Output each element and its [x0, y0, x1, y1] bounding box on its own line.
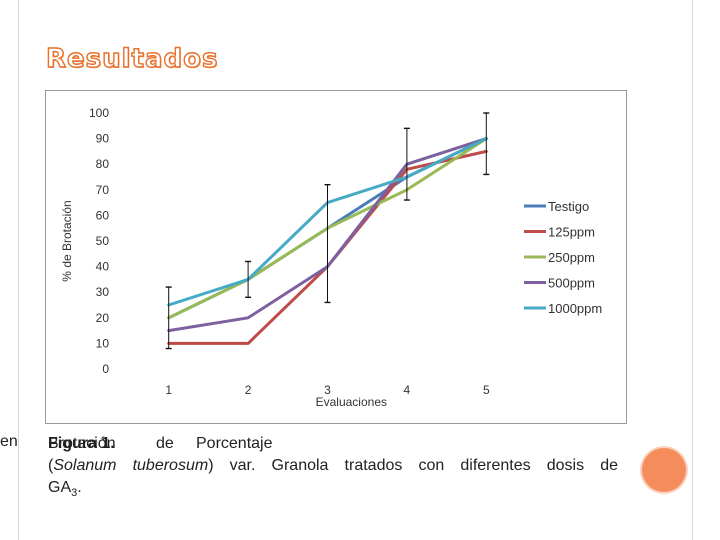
caption-ga-subscript: 3	[71, 487, 78, 500]
y-tick-label: 0	[102, 362, 109, 376]
caption-line-2: (Solanum tuberosum) var. Granola tratado…	[48, 455, 618, 477]
right-margin-rule	[692, 0, 693, 540]
legend-label-125ppm: 125ppm	[548, 225, 595, 240]
legend-label-testigo: Testigo	[548, 199, 589, 214]
y-tick-label: 50	[96, 234, 110, 248]
y-axis-label: % de Brotación	[60, 200, 74, 281]
slide-title: Resultados	[45, 43, 219, 74]
caption-word-brotacion: Brotación	[48, 435, 116, 452]
x-tick-label: 1	[165, 383, 172, 397]
caption-word-de: de	[156, 435, 174, 452]
chart-frame: 0 10 20 30 40 50 60 70 80 90 100 1 2 3 4 5 Evaluaciones%…	[45, 90, 627, 424]
x-tick-label: 5	[483, 383, 490, 397]
x-axis-label: Evaluaciones	[316, 395, 387, 409]
figure-caption: Brotación Figura 1. de Porcentaje (Solan…	[48, 433, 618, 504]
caption-word-porcentaje: Porcentaje	[196, 435, 273, 452]
line-chart: 0 10 20 30 40 50 60 70 80 90 100 1 2 3 4 5 Evaluaciones%…	[60, 106, 602, 409]
y-tick-label: 40	[96, 260, 110, 274]
x-tick-label: 2	[245, 383, 252, 397]
decorative-orange-circle	[642, 448, 686, 492]
x-tick-label: 3	[324, 383, 331, 397]
y-tick-label: 60	[96, 208, 110, 222]
x-tick-label: 4	[404, 383, 411, 397]
y-tick-label: 90	[96, 132, 110, 146]
y-tick-label: 30	[96, 285, 110, 299]
legend-label-250ppm: 250ppm	[548, 250, 595, 265]
legend-label-1000ppm: 1000ppm	[548, 301, 602, 316]
caption-line-3: GA3.	[48, 477, 618, 504]
caption-line-1: Brotación Figura 1. de Porcentaje	[48, 433, 618, 455]
y-tick-label: 80	[96, 157, 110, 171]
legend-label-500ppm: 500ppm	[548, 276, 595, 291]
y-tick-label: 20	[96, 311, 110, 325]
y-tick-label: 10	[96, 336, 110, 350]
left-margin-rule	[18, 0, 19, 540]
caption-figure-label: Figura 1.	[48, 435, 115, 452]
cropped-text-fragment: en	[0, 433, 18, 450]
y-tick-label: 70	[96, 183, 110, 197]
y-tick-label: 100	[89, 106, 109, 120]
caption-ga: GA	[48, 479, 72, 496]
caption-period: .	[77, 479, 82, 496]
caption-open-paren: (	[48, 457, 54, 474]
caption-species: Solanum tuberosum	[53, 457, 209, 474]
caption-line-2-rest: ) var. Granola tratados con diferentes d…	[208, 457, 619, 474]
